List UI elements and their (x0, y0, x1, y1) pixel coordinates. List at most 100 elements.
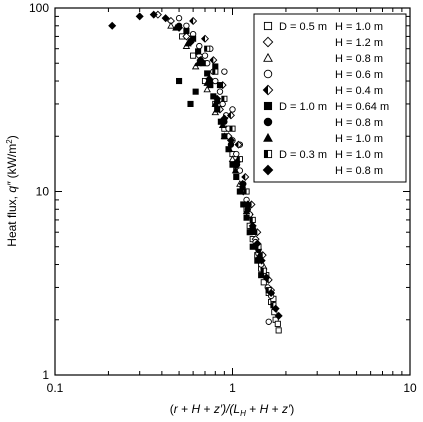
x-tick-label: 10 (403, 381, 417, 395)
data-point (249, 243, 256, 250)
data-point (191, 62, 200, 70)
data-point (260, 267, 267, 274)
data-point (241, 172, 250, 181)
data-point (196, 42, 203, 50)
legend-marker (263, 69, 273, 79)
data-point (233, 173, 240, 181)
legend-marker (262, 36, 274, 48)
data-point (216, 82, 224, 89)
legend-h-label: H = 0.4 m (335, 85, 383, 97)
legend-h-label: H = 0.8 m (335, 53, 383, 65)
data-point (234, 140, 243, 149)
data-point (161, 14, 170, 23)
data-point (135, 12, 144, 21)
legend-h-label: H = 1.2 m (335, 37, 383, 49)
data-point (201, 52, 209, 59)
data-point (228, 155, 237, 163)
data-point (243, 214, 250, 221)
x-axis-label: (r + H + z′)/(LH + H + z′) (170, 402, 294, 418)
data-point (221, 68, 228, 75)
legend-marker (263, 149, 273, 159)
data-point (238, 179, 247, 188)
data-point (212, 68, 219, 75)
legend-marker (263, 117, 273, 127)
data-point (221, 95, 228, 102)
legend-marker (263, 101, 273, 111)
data-point (253, 239, 262, 248)
data-point (204, 70, 211, 77)
data-point (232, 157, 242, 166)
data-point (212, 63, 219, 70)
data-point (175, 23, 184, 32)
data-point (149, 10, 158, 19)
legend-h-label: H = 0.64 m (335, 101, 389, 113)
data-point (203, 85, 211, 93)
data-point (186, 38, 195, 47)
data-point (189, 16, 198, 25)
data-point (190, 52, 197, 59)
data-point (205, 75, 214, 84)
data-point (262, 273, 271, 282)
data-point (209, 56, 218, 65)
data-point (255, 251, 264, 258)
data-point (216, 88, 224, 95)
legend-d-label: D = 1.0 m (279, 101, 327, 113)
data-point (275, 327, 282, 334)
data-point (226, 111, 235, 120)
data-point (229, 106, 236, 113)
legend-h-label: H = 1.0 m (335, 21, 383, 33)
data-point (183, 27, 190, 34)
legend-marker (263, 21, 273, 31)
legend: D = 0.5 m H = 1.0 m H = 1.2 m H = 0.8 m H = … (253, 13, 407, 183)
y-axis-label: Heat flux, q″ (kW/m2) (5, 135, 19, 246)
data-point (214, 106, 221, 113)
y-tick-label: 10 (36, 185, 50, 199)
data-point (242, 207, 251, 215)
legend-box (253, 13, 407, 183)
data-points (108, 10, 283, 334)
data-point (212, 77, 219, 85)
legend-marker (262, 84, 274, 96)
legend-d-label: D = 0.3 m (279, 149, 327, 161)
data-point (108, 21, 117, 30)
data-point (274, 311, 283, 320)
data-point (196, 56, 205, 65)
data-point (211, 100, 220, 107)
data-point (225, 145, 234, 153)
data-point (176, 77, 183, 85)
legend-marker (263, 52, 273, 62)
data-point (219, 100, 226, 108)
data-point (204, 45, 211, 52)
data-point (167, 21, 175, 29)
data-point (182, 32, 191, 41)
y-tick-label: 100 (29, 1, 49, 15)
data-point (248, 221, 257, 230)
data-point (237, 187, 245, 195)
data-point (187, 100, 194, 107)
data-point (221, 133, 228, 140)
data-point (195, 48, 202, 55)
data-point (192, 88, 199, 95)
legend-h-label: H = 1.0 m (335, 149, 383, 161)
data-point (243, 188, 250, 195)
legend-h-label: H = 0.8 m (335, 117, 383, 129)
data-point (218, 121, 227, 128)
data-point (249, 216, 256, 223)
legend-h-label: H = 1.0 m (335, 133, 383, 145)
data-point (271, 304, 280, 313)
data-point (226, 136, 235, 145)
data-point (265, 318, 272, 325)
data-point (243, 200, 252, 209)
data-point (203, 79, 211, 86)
data-point (248, 228, 257, 236)
y-tick-label: 1 (42, 368, 49, 382)
data-point (200, 34, 210, 43)
data-point (213, 94, 222, 103)
x-tick-label: 1 (229, 381, 236, 395)
data-point (260, 279, 267, 286)
legend-marker (263, 132, 273, 142)
data-point (229, 125, 236, 132)
data-point (231, 166, 240, 174)
